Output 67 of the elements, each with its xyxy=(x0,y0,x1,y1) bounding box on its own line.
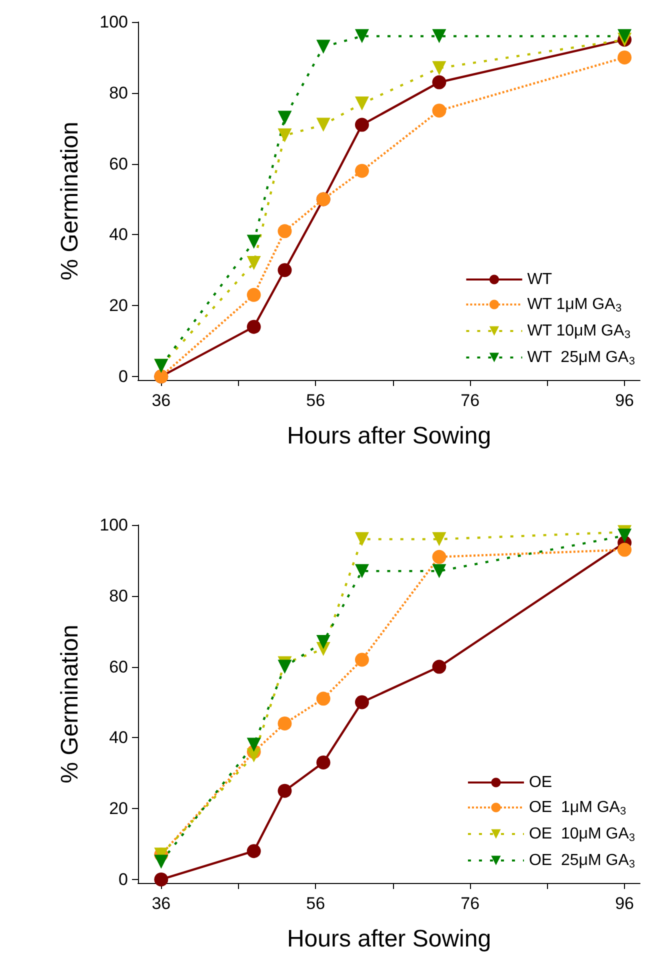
point xyxy=(354,695,369,710)
y-tick-label: 40 xyxy=(109,728,128,748)
point xyxy=(278,128,292,142)
x-tick-label: 36 xyxy=(152,894,171,913)
point xyxy=(618,29,632,44)
y-axis-title: % Germination xyxy=(56,122,84,280)
y-tick-label: 80 xyxy=(109,586,128,606)
point xyxy=(278,263,292,278)
y-tick-label: 100 xyxy=(100,12,128,32)
point xyxy=(354,564,369,578)
legend-label: OE xyxy=(528,774,552,791)
point xyxy=(246,844,261,858)
point xyxy=(354,96,369,111)
point xyxy=(618,542,632,557)
x-tick-label: 56 xyxy=(306,391,326,410)
y-tick-label: 20 xyxy=(109,296,128,316)
point xyxy=(246,748,261,762)
point xyxy=(354,29,369,44)
point xyxy=(316,755,330,770)
point xyxy=(316,634,330,649)
y-axis-title: % Germination xyxy=(56,624,84,784)
y-tick-label: 0 xyxy=(118,870,128,889)
x-tick-label: 96 xyxy=(615,391,634,410)
legend-label: WT xyxy=(527,271,552,288)
x-tick-label: 76 xyxy=(460,391,480,410)
y-tick-label: 80 xyxy=(109,83,128,102)
point xyxy=(432,660,446,674)
x-tick-label: 56 xyxy=(306,894,326,913)
point xyxy=(278,784,292,798)
x-axis-title: Hours after Sowing xyxy=(286,926,492,952)
x-axis-title: Hours after Sowing xyxy=(286,422,492,450)
y-tick-label: 40 xyxy=(109,225,128,244)
point xyxy=(432,532,446,546)
point xyxy=(432,564,446,578)
point xyxy=(432,61,446,76)
point xyxy=(618,50,632,64)
x-tick-label: 76 xyxy=(460,894,480,913)
point xyxy=(246,234,261,249)
point xyxy=(316,692,330,706)
point xyxy=(432,75,446,90)
point xyxy=(246,256,261,270)
point xyxy=(354,652,369,667)
point xyxy=(154,854,168,869)
y-tick-label: 0 xyxy=(118,366,128,386)
point xyxy=(618,528,632,543)
point xyxy=(278,224,292,238)
point xyxy=(316,118,330,132)
point xyxy=(316,40,330,54)
point xyxy=(278,660,292,674)
y-tick-label: 100 xyxy=(100,516,128,534)
point xyxy=(154,872,168,886)
point xyxy=(354,164,369,178)
point xyxy=(354,532,369,546)
point xyxy=(246,288,261,302)
point xyxy=(278,110,292,125)
y-tick-label: 60 xyxy=(109,154,128,174)
y-tick-label: 20 xyxy=(109,799,128,818)
point xyxy=(278,716,292,730)
point xyxy=(246,738,261,752)
point xyxy=(246,320,261,334)
x-tick-label: 36 xyxy=(152,391,171,410)
point xyxy=(432,550,446,564)
point xyxy=(354,118,369,132)
x-tick-label: 96 xyxy=(615,894,634,913)
point xyxy=(432,29,446,44)
point xyxy=(432,104,446,118)
y-tick-label: 60 xyxy=(109,657,128,676)
